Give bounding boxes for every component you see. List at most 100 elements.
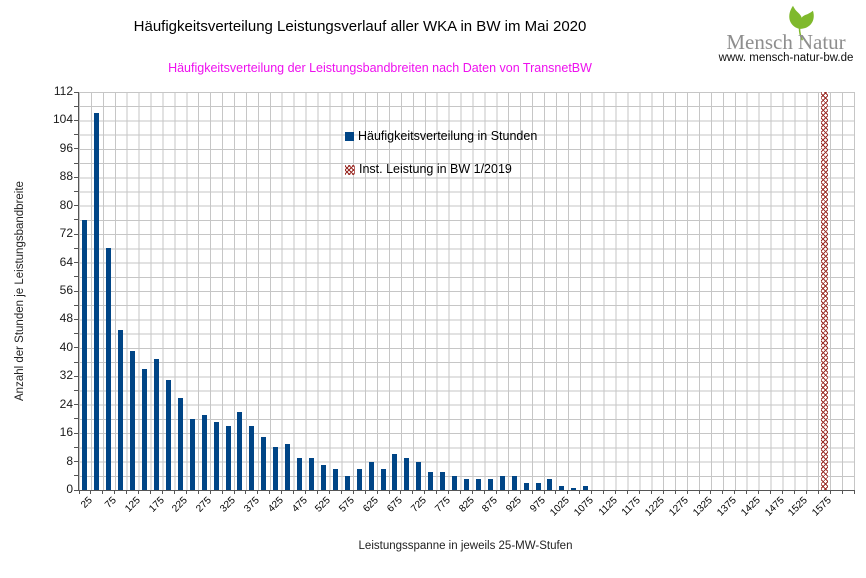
brand-name: Mensch Natur — [710, 30, 862, 55]
x-tick — [436, 490, 438, 494]
x-tick — [400, 490, 402, 494]
x-tick — [555, 490, 557, 494]
bar-675 — [392, 454, 398, 490]
legend-label-hours: Häufigkeitsverteilung in Stunden — [358, 129, 538, 143]
bar-125 — [130, 351, 136, 490]
bar-525 — [320, 465, 326, 490]
bar-50 — [94, 113, 100, 490]
x-tick — [173, 490, 175, 494]
y-tick-label: 56 — [59, 283, 73, 297]
x-tick — [674, 490, 676, 494]
bar-850 — [475, 479, 481, 490]
y-tick — [74, 148, 79, 150]
x-tick — [626, 490, 628, 494]
x-tick — [209, 490, 211, 494]
x-tick — [781, 490, 783, 494]
bar-400 — [261, 436, 267, 490]
x-tick — [424, 490, 426, 494]
bar-175 — [154, 358, 159, 490]
x-tick — [662, 490, 664, 494]
y-tick — [74, 205, 79, 207]
x-tick — [567, 490, 569, 494]
brand-part1: Mensch — [726, 30, 793, 54]
y-tick — [74, 489, 79, 491]
bar-1000 — [547, 479, 553, 490]
bar-100 — [118, 330, 124, 490]
y-tick — [74, 475, 79, 477]
x-tick — [245, 490, 247, 494]
x-tick — [138, 490, 140, 494]
y-tick — [74, 233, 79, 235]
x-tick — [519, 490, 521, 494]
bar-750 — [428, 472, 434, 490]
x-tick — [841, 490, 843, 494]
y-tick-label: 16 — [59, 425, 73, 440]
y-tick — [74, 176, 79, 178]
x-tick — [495, 490, 497, 494]
x-tick — [758, 490, 760, 494]
capacity-bar-1575 — [820, 92, 828, 490]
x-tick — [615, 490, 617, 494]
x-tick — [257, 490, 259, 494]
bar-475 — [297, 458, 303, 490]
bar-325 — [225, 426, 231, 490]
legend: Häufigkeitsverteilung in Stunden Inst. L… — [345, 129, 537, 195]
x-tick — [328, 490, 330, 494]
bar-75 — [106, 248, 112, 490]
y-tick-label: 0 — [66, 482, 73, 496]
x-tick — [448, 490, 450, 494]
x-tick — [770, 490, 772, 494]
x-tick — [269, 490, 271, 494]
x-tick — [340, 490, 342, 494]
y-tick-label: 64 — [59, 254, 73, 269]
bar-350 — [237, 411, 243, 490]
chart-subtitle: Häufigkeitsverteilung der Leistungsbandb… — [168, 61, 592, 75]
x-tick — [734, 490, 736, 494]
y-tick-label: 32 — [59, 368, 73, 383]
y-tick — [74, 333, 79, 335]
x-axis-title: Leistungsspanne in jeweils 25-MW-Stufen — [358, 540, 573, 552]
bar-975 — [535, 482, 541, 490]
x-tick — [233, 490, 235, 494]
bar-825 — [464, 479, 469, 490]
y-tick — [74, 219, 79, 221]
bar-275 — [201, 415, 207, 490]
x-tick — [698, 490, 700, 494]
x-tick — [388, 490, 390, 494]
x-tick — [376, 490, 378, 494]
bar-300 — [213, 422, 219, 490]
x-tick — [305, 490, 307, 494]
x-tick — [161, 490, 163, 494]
y-tick — [74, 91, 79, 93]
x-tick — [543, 490, 545, 494]
y-tick — [74, 162, 79, 164]
brand-logo: Mensch Natur www. mensch-natur-bw.de — [710, 4, 862, 66]
x-tick — [281, 490, 283, 494]
y-tick-label: 72 — [59, 226, 73, 241]
x-tick — [829, 490, 831, 494]
legend-swatch-crosshatch-icon — [345, 165, 355, 175]
bar-200 — [165, 379, 171, 490]
bar-700 — [404, 458, 410, 490]
bar-625 — [368, 461, 374, 490]
x-tick — [650, 490, 652, 494]
x-tick — [793, 490, 795, 494]
y-tick-label: 80 — [59, 197, 73, 212]
ginkgo-leaf-icon — [789, 5, 814, 41]
x-tick — [746, 490, 748, 494]
bar-600 — [356, 468, 362, 490]
x-tick — [471, 490, 473, 494]
x-tick — [90, 490, 92, 494]
y-tick — [74, 404, 79, 406]
y-tick-label: 104 — [52, 112, 73, 127]
brand-part2: Natur — [797, 30, 846, 54]
bar-1075 — [583, 486, 589, 490]
y-tick — [74, 432, 79, 434]
x-tick — [579, 490, 581, 494]
y-tick-label: 8 — [66, 453, 73, 468]
bar-225 — [177, 397, 183, 490]
bar-25 — [82, 219, 88, 490]
legend-entry-hours: Häufigkeitsverteilung in Stunden — [345, 129, 537, 162]
x-tick — [710, 490, 712, 494]
